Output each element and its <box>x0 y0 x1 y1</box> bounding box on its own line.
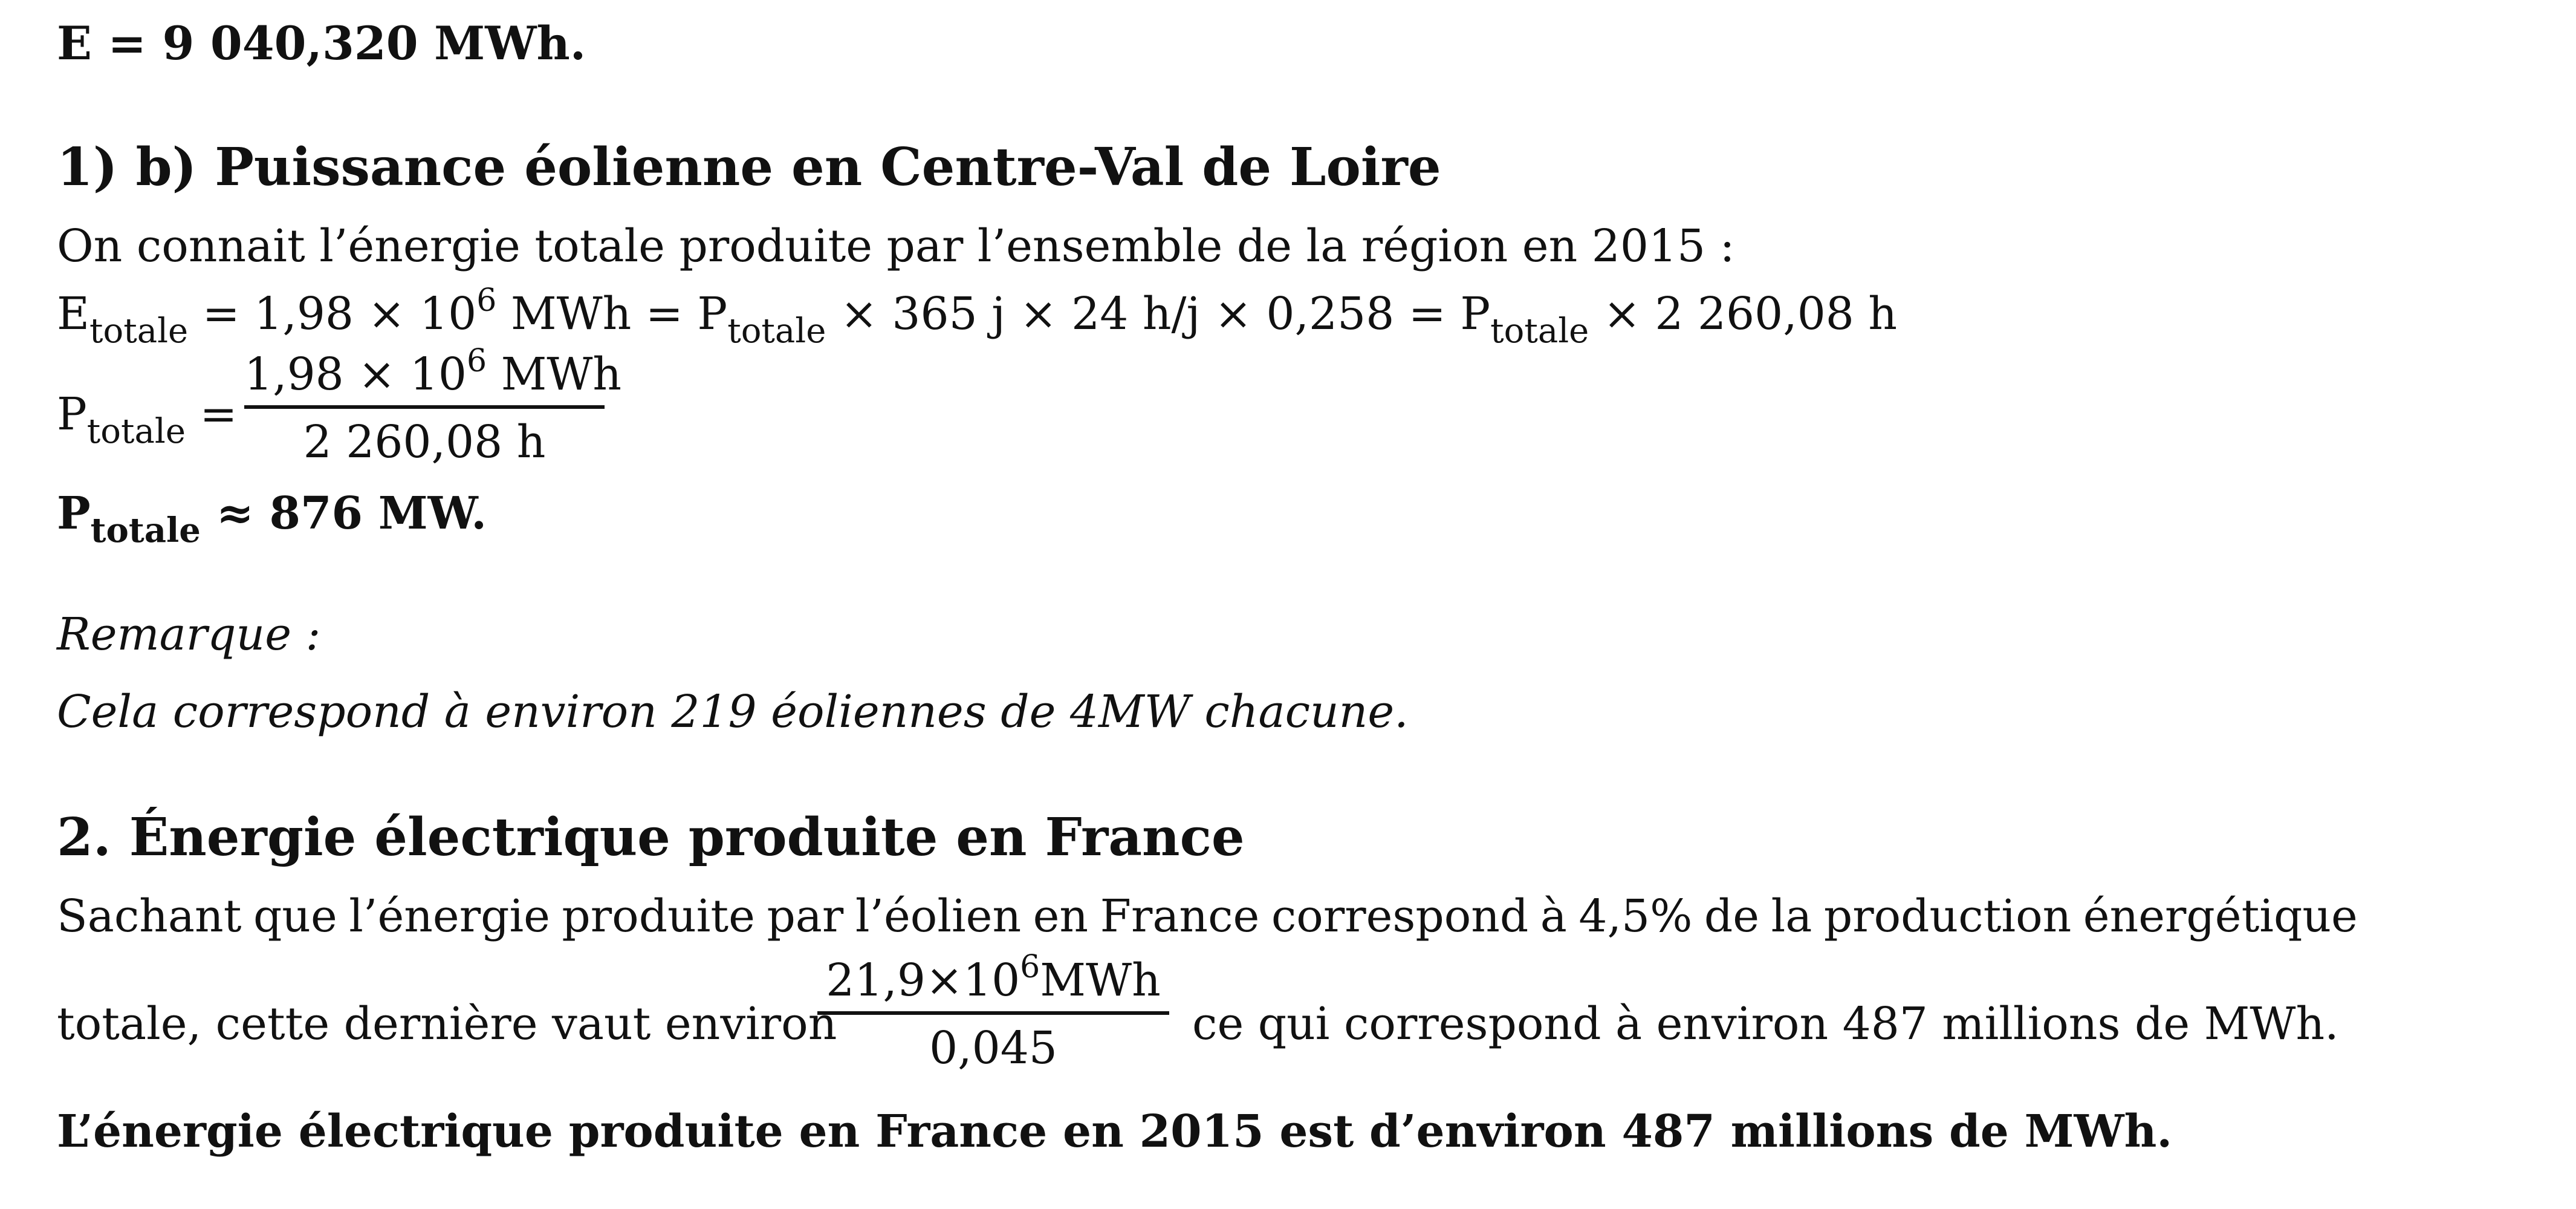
section-2-paragraph-before: totale, cette dernière vaut environ <box>57 998 837 1050</box>
eq1-sub-totale-1: totale <box>89 311 189 351</box>
paragraph-word: l’éolien <box>855 890 1022 942</box>
remark-text: Cela correspond à environ 219 éoliennes … <box>57 686 1409 738</box>
section-1b-intro: On connait l’énergie totale produite par… <box>57 220 1735 272</box>
paragraph-word: correspond <box>1271 890 1529 942</box>
paragraph-word: France <box>1100 890 1260 942</box>
eq1-part1: = 1,98 × 10 <box>188 288 477 340</box>
section-2-paragraph-after: ce qui correspond à environ 487 millions… <box>1192 998 2339 1050</box>
section-2-fraction: 21,9×106MWh 0,045 <box>817 951 1169 1074</box>
paragraph-word: en <box>1033 890 1089 942</box>
paragraph-word: énergétique <box>2083 890 2358 942</box>
eq2-equals: = <box>185 388 238 440</box>
eq2-P: P <box>57 388 87 440</box>
equation-total-energy: Etotale = 1,98 × 106 MWh = Ptotale × 365… <box>57 285 1897 348</box>
s2-fraction-bar <box>817 1011 1169 1015</box>
paragraph-word: à <box>1540 890 1567 942</box>
eq1-part3: × 365 j × 24 h/j × 0,258 = P <box>826 288 1491 340</box>
remark-label: Remarque : <box>57 608 321 660</box>
result-P: P <box>57 487 91 539</box>
paragraph-word: la <box>1771 890 1812 942</box>
section-2-heading: 2. Énergie électrique produite en France <box>57 807 1245 868</box>
paragraph-word: Sachant <box>57 890 242 942</box>
power-result: Ptotale ≈ 876 MW. <box>57 491 487 547</box>
fraction-numerator-unit: MWh <box>487 348 622 400</box>
fraction-denominator: 2 260,08 h <box>303 416 546 468</box>
s2-fraction-numerator-value: 21,9×10 <box>826 954 1020 1006</box>
eq1-part4: × 2 260,08 h <box>1589 288 1898 340</box>
s2-fraction-numerator-exponent: 6 <box>1020 949 1040 985</box>
fraction-numerator-exponent: 6 <box>466 343 487 379</box>
result-sub-totale: totale <box>90 510 201 550</box>
section-2-paragraph-line-1: Sachant que l’énergie produite par l’éolien en… <box>57 894 2358 939</box>
fraction-bar <box>244 405 605 409</box>
eq2-sub-totale: totale <box>86 412 186 451</box>
s2-fraction-numerator: 21,9×106MWh <box>817 951 1169 1003</box>
s2-fraction-numerator-unit: MWh <box>1040 954 1161 1006</box>
equation-power-lhs: Ptotale = <box>57 392 238 449</box>
fraction-numerator: 1,98 × 106 MWh <box>244 345 621 397</box>
result-value: ≈ 876 MW. <box>200 487 487 539</box>
paragraph-word: produite <box>562 890 755 942</box>
section-2-conclusion: L’énergie électrique produite en France … <box>57 1106 2173 1158</box>
equation-power-fraction: 1,98 × 106 MWh 2 260,08 h <box>244 345 621 468</box>
paragraph-word: production <box>1823 890 2072 942</box>
paragraph-word: 4,5% <box>1578 890 1693 942</box>
paragraph-word: l’énergie <box>349 890 550 942</box>
fraction-numerator-value: 1,98 × 10 <box>244 348 467 400</box>
paragraph-word: par <box>767 890 844 942</box>
section-1b-heading: 1) b) Puissance éolienne en Centre-Val d… <box>57 137 1441 198</box>
energy-result-line: E = 9 040,320 MWh. <box>57 16 586 70</box>
eq1-part2: MWh = P <box>496 288 728 340</box>
paragraph-word: de <box>1704 890 1760 942</box>
eq1-sub-totale-3: totale <box>1490 311 1589 351</box>
s2-fraction-denominator: 0,045 <box>929 1022 1057 1074</box>
eq1-sub-totale-2: totale <box>727 311 826 351</box>
eq1-exponent: 6 <box>476 282 497 319</box>
paragraph-word: que <box>253 890 337 942</box>
eq1-E: E <box>57 288 90 340</box>
